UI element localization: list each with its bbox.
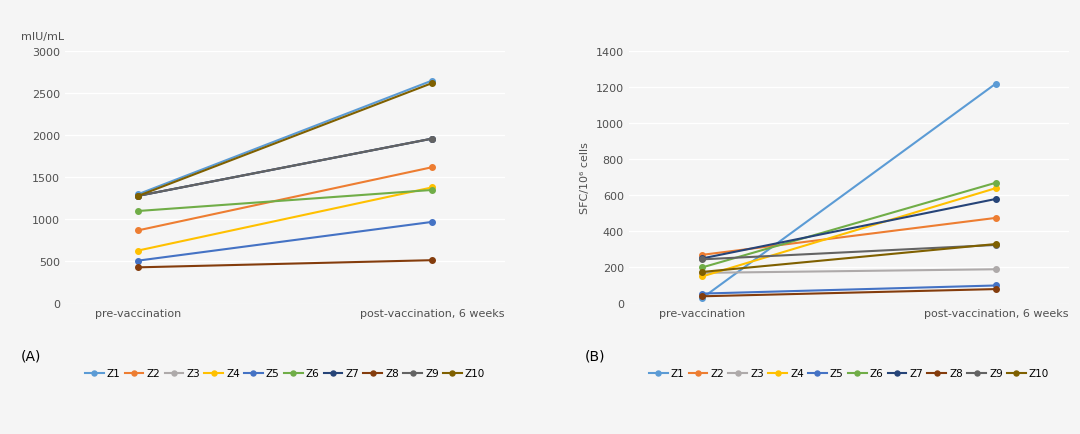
Z2 bbox=[132, 228, 145, 233]
Z3 bbox=[426, 137, 438, 142]
Text: mIU/mL: mIU/mL bbox=[21, 32, 64, 42]
Z4 bbox=[989, 186, 1002, 191]
Z10 bbox=[132, 194, 145, 199]
Z10 bbox=[989, 242, 1002, 247]
Line: Z10: Z10 bbox=[700, 242, 999, 275]
Z1 bbox=[426, 79, 438, 84]
Line: Z8: Z8 bbox=[700, 286, 999, 299]
Z9 bbox=[696, 257, 708, 262]
Legend: Z1, Z2, Z3, Z4, Z5, Z6, Z7, Z8, Z9, Z10: Z1, Z2, Z3, Z4, Z5, Z6, Z7, Z8, Z9, Z10 bbox=[645, 365, 1053, 383]
Z3 bbox=[989, 267, 1002, 272]
Z7 bbox=[132, 194, 145, 199]
Z5 bbox=[426, 220, 438, 225]
Line: Z7: Z7 bbox=[135, 137, 434, 199]
Line: Z2: Z2 bbox=[135, 165, 434, 233]
Z4 bbox=[426, 185, 438, 191]
Z2 bbox=[426, 165, 438, 171]
Line: Z3: Z3 bbox=[700, 267, 999, 276]
Z6 bbox=[132, 209, 145, 214]
Line: Z6: Z6 bbox=[700, 181, 999, 271]
Line: Z6: Z6 bbox=[135, 188, 434, 214]
Z1 bbox=[132, 192, 145, 197]
Z5 bbox=[989, 283, 1002, 289]
Z5 bbox=[696, 291, 708, 296]
Line: Z9: Z9 bbox=[700, 243, 999, 263]
Z7 bbox=[426, 137, 438, 142]
Z9 bbox=[132, 194, 145, 199]
Z8 bbox=[132, 265, 145, 270]
Line: Z3: Z3 bbox=[135, 137, 434, 199]
Z3 bbox=[132, 194, 145, 199]
Text: (B): (B) bbox=[584, 348, 605, 362]
Z10 bbox=[696, 270, 708, 275]
Z7 bbox=[989, 197, 1002, 202]
Z5 bbox=[132, 258, 145, 263]
Y-axis label: SFC/10⁶ cells: SFC/10⁶ cells bbox=[580, 142, 590, 214]
Z2 bbox=[989, 216, 1002, 221]
Z2 bbox=[696, 253, 708, 258]
Line: Z10: Z10 bbox=[135, 81, 434, 199]
Z6 bbox=[426, 188, 438, 193]
Z9 bbox=[426, 137, 438, 142]
Z6 bbox=[989, 181, 1002, 186]
Z8 bbox=[426, 258, 438, 263]
Line: Z5: Z5 bbox=[700, 283, 999, 297]
Z8 bbox=[989, 287, 1002, 292]
Z4 bbox=[696, 274, 708, 279]
Legend: Z1, Z2, Z3, Z4, Z5, Z6, Z7, Z8, Z9, Z10: Z1, Z2, Z3, Z4, Z5, Z6, Z7, Z8, Z9, Z10 bbox=[81, 365, 489, 383]
Z9 bbox=[989, 243, 1002, 248]
Z3 bbox=[696, 271, 708, 276]
Line: Z4: Z4 bbox=[700, 186, 999, 279]
Z6 bbox=[696, 265, 708, 270]
Line: Z9: Z9 bbox=[135, 137, 434, 199]
Z8 bbox=[696, 294, 708, 299]
Line: Z1: Z1 bbox=[135, 79, 434, 197]
Line: Z5: Z5 bbox=[135, 220, 434, 264]
Line: Z8: Z8 bbox=[135, 258, 434, 270]
Line: Z2: Z2 bbox=[700, 216, 999, 258]
Line: Z4: Z4 bbox=[135, 185, 434, 254]
Z7 bbox=[696, 256, 708, 261]
Z4 bbox=[132, 248, 145, 253]
Line: Z7: Z7 bbox=[700, 197, 999, 262]
Text: (A): (A) bbox=[21, 348, 41, 362]
Z10 bbox=[426, 81, 438, 86]
